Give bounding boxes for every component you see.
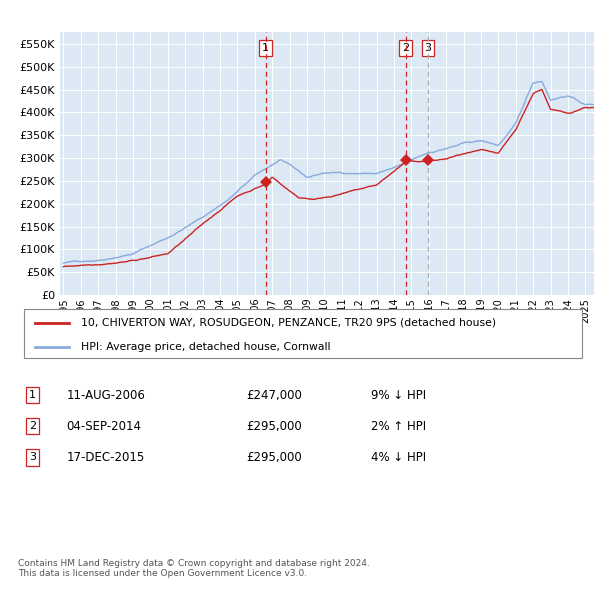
FancyBboxPatch shape (24, 309, 582, 358)
Text: 2% ↑ HPI: 2% ↑ HPI (371, 419, 427, 433)
Text: 2: 2 (29, 421, 36, 431)
Text: 17-DEC-2015: 17-DEC-2015 (67, 451, 145, 464)
Text: Contains HM Land Registry data © Crown copyright and database right 2024.
This d: Contains HM Land Registry data © Crown c… (18, 559, 370, 578)
Text: 3: 3 (29, 453, 36, 463)
Text: 2: 2 (402, 43, 409, 53)
Text: 10, CHIVERTON WAY, ROSUDGEON, PENZANCE, TR20 9PS (detached house): 10, CHIVERTON WAY, ROSUDGEON, PENZANCE, … (80, 318, 496, 327)
Text: HPI: Average price, detached house, Cornwall: HPI: Average price, detached house, Corn… (80, 342, 330, 352)
Text: 1: 1 (262, 43, 269, 53)
Text: £295,000: £295,000 (246, 451, 302, 464)
Text: 4% ↓ HPI: 4% ↓ HPI (371, 451, 427, 464)
Text: 3: 3 (425, 43, 431, 53)
Text: 9% ↓ HPI: 9% ↓ HPI (371, 389, 427, 402)
Text: 1: 1 (29, 390, 36, 400)
Text: £247,000: £247,000 (246, 389, 302, 402)
Text: 11-AUG-2006: 11-AUG-2006 (67, 389, 145, 402)
Text: £295,000: £295,000 (246, 419, 302, 433)
Text: 04-SEP-2014: 04-SEP-2014 (67, 419, 142, 433)
